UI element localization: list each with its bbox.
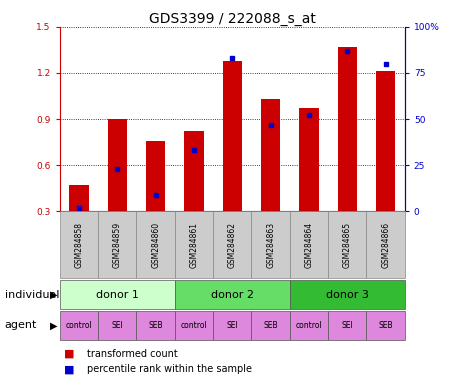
Text: GSM284864: GSM284864 [304, 222, 313, 268]
Text: GSM284858: GSM284858 [74, 222, 83, 268]
Text: ■: ■ [64, 349, 75, 359]
Bar [222, 61, 241, 211]
Text: GSM284860: GSM284860 [151, 222, 160, 268]
Text: ■: ■ [64, 364, 75, 374]
Bar [375, 71, 394, 211]
Text: ▶: ▶ [50, 290, 57, 300]
Text: SEI: SEI [111, 321, 123, 330]
Text: GSM284861: GSM284861 [189, 222, 198, 268]
Text: control: control [180, 321, 207, 330]
Text: GSM284859: GSM284859 [112, 222, 122, 268]
Text: SEI: SEI [341, 321, 353, 330]
Text: SEB: SEB [263, 321, 277, 330]
Text: SEI: SEI [226, 321, 238, 330]
Text: control: control [66, 321, 92, 330]
Text: donor 2: donor 2 [210, 290, 253, 300]
Text: percentile rank within the sample: percentile rank within the sample [87, 364, 252, 374]
Text: SEB: SEB [377, 321, 392, 330]
Bar [107, 119, 127, 211]
Text: agent: agent [5, 320, 37, 331]
Bar [69, 185, 89, 211]
Text: donor 3: donor 3 [325, 290, 368, 300]
Text: GSM284865: GSM284865 [342, 222, 351, 268]
Bar [337, 47, 356, 211]
Text: transformed count: transformed count [87, 349, 178, 359]
Bar [184, 131, 203, 211]
Text: GSM284862: GSM284862 [227, 222, 236, 268]
Text: GSM284866: GSM284866 [381, 222, 389, 268]
Text: SEB: SEB [148, 321, 162, 330]
Text: control: control [295, 321, 322, 330]
Bar [146, 141, 165, 211]
Bar [299, 108, 318, 211]
Text: individual: individual [5, 290, 59, 300]
Text: donor 1: donor 1 [95, 290, 139, 300]
Text: ▶: ▶ [50, 320, 57, 331]
Title: GDS3399 / 222088_s_at: GDS3399 / 222088_s_at [149, 12, 315, 26]
Text: GSM284863: GSM284863 [266, 222, 274, 268]
Bar [261, 99, 280, 211]
